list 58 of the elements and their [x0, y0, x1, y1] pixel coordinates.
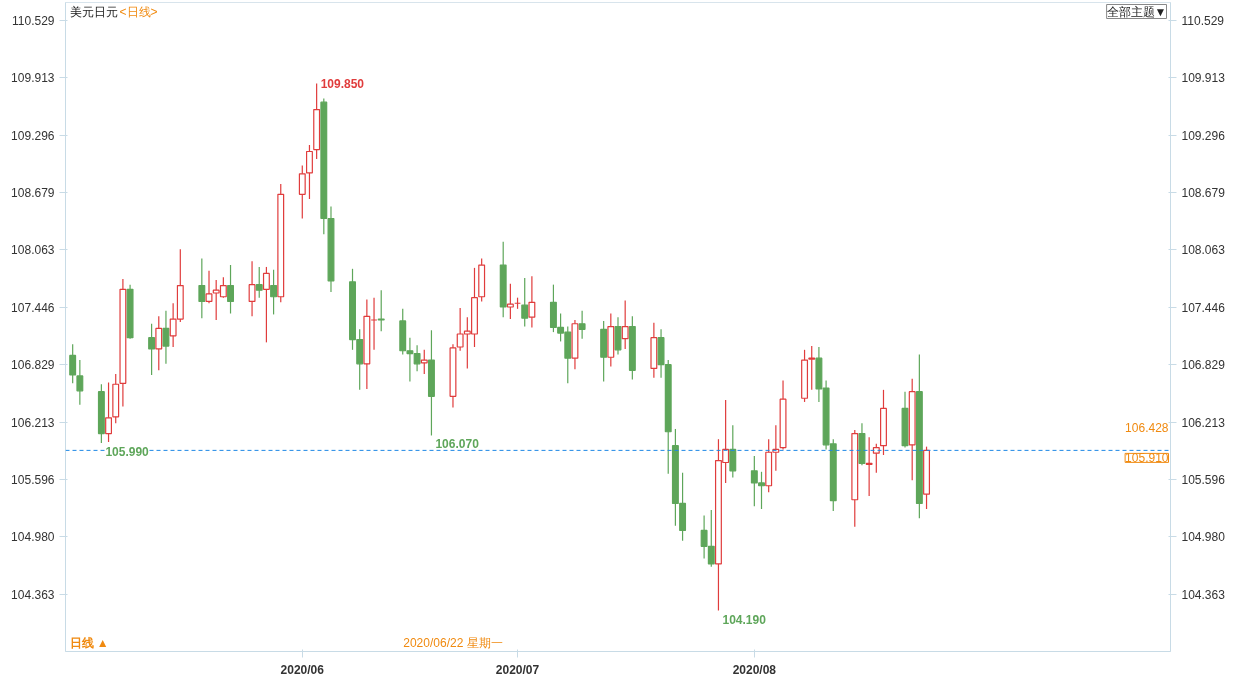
y-tick-label: 107.446	[11, 300, 55, 315]
candlestick	[227, 264, 234, 315]
y2-tick-label: 104.363	[1181, 587, 1226, 602]
candlestick	[729, 424, 737, 478]
candlestick	[162, 310, 170, 365]
annotation: 105.990	[105, 444, 150, 459]
y2-tick-label: 107.446	[1181, 300, 1226, 315]
y2-tick-label: 108.679	[1181, 186, 1226, 201]
y-tick-label: 110.529	[12, 13, 55, 28]
y2-tick-label: 104.980	[1181, 530, 1226, 545]
y-tick-label: 109.296	[11, 128, 55, 143]
y2-tick-label: 106.829	[1181, 358, 1226, 373]
y-tick-label: 108.679	[11, 186, 55, 201]
y-tick-label: 104.980	[11, 530, 55, 545]
annotation: 全部主题▼	[1106, 4, 1167, 19]
y-tick-label: 109.913	[11, 71, 55, 86]
candlestick	[255, 266, 263, 299]
candlestick	[521, 277, 529, 328]
candlestick	[377, 289, 385, 332]
candlestick	[872, 443, 880, 474]
candlestick	[248, 260, 256, 317]
candlestick	[865, 436, 873, 497]
y2-tick-label: 110.529	[1181, 13, 1225, 28]
candlestick	[262, 266, 270, 343]
candlestick	[528, 275, 536, 329]
y-tick-label: 105.596	[11, 473, 55, 488]
candlestick	[621, 299, 629, 350]
ref-line-label: 105.910	[1125, 451, 1169, 466]
y2-tick-label: 106.213	[1181, 415, 1226, 430]
candlestick	[198, 257, 206, 319]
annotation: 106.428	[1125, 421, 1169, 435]
annotation: 109.850	[320, 77, 365, 92]
annotation: 104.190	[722, 612, 767, 627]
candlestick	[270, 269, 278, 316]
y2-tick-label: 109.296	[1181, 128, 1226, 143]
candlestick	[155, 315, 163, 371]
candlestick	[578, 310, 586, 340]
y2-tick-label: 105.596	[1181, 473, 1226, 488]
y-tick-label: 106.829	[11, 358, 55, 373]
y2-tick-label: 109.913	[1181, 71, 1226, 86]
x-tick-label: 2020/07	[495, 662, 540, 677]
chart-subtitle: <日线>	[119, 4, 158, 19]
chart-title: 美元日元	[69, 4, 118, 19]
candlestick	[506, 283, 514, 320]
x-tick-label: 2020/08	[732, 662, 777, 677]
y-tick-label: 106.213	[11, 415, 55, 430]
y2-tick-label: 108.063	[1181, 243, 1226, 258]
candlestick	[298, 164, 306, 220]
x-tick-label: 2020/06	[280, 662, 325, 677]
candlestick	[305, 144, 313, 200]
y-tick-label: 104.363	[11, 587, 55, 602]
candlestick	[614, 316, 622, 356]
candlestick	[148, 323, 156, 376]
annotation: 日线 ▲	[69, 635, 109, 650]
annotation: 106.070	[435, 437, 480, 452]
candlestick	[420, 349, 428, 375]
annotation: 2020/06/22 星期一	[403, 635, 503, 650]
y-tick-label: 108.063	[11, 243, 55, 258]
